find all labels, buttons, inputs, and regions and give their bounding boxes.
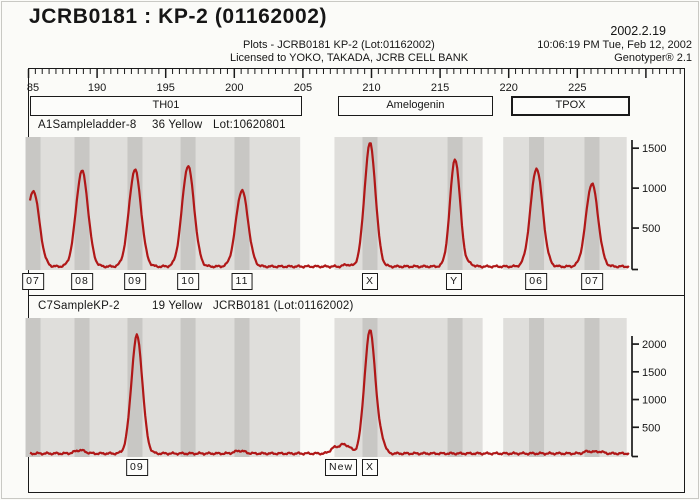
allele-bin-band — [234, 318, 250, 457]
y-axis-tick-label: 1500 — [642, 143, 666, 155]
scan-date: 2002.2.19 — [610, 24, 666, 38]
y-axis-tick-label: 1000 — [642, 395, 666, 407]
y-axis-tick-label: 2000 — [642, 339, 666, 351]
ruler-tick-label: 215 — [431, 82, 449, 94]
y-axis-tick-label: 500 — [642, 223, 660, 235]
marker-region-shading — [503, 318, 627, 457]
marker-region-shading — [29, 318, 301, 457]
marker-box-tpox: TPOX — [511, 96, 630, 116]
ruler-tick-label: 195 — [157, 82, 175, 94]
marker-region-shading — [503, 137, 627, 270]
y-axis-tick-label: 500 — [642, 422, 660, 434]
page-title: JCRB0181 : KP-2 (01162002) — [29, 5, 328, 28]
allele-label-box: 09 — [124, 273, 146, 290]
panel1-sample-name: A1Sampleladder-8 — [38, 119, 137, 131]
y-axis-tick-label: 1500 — [642, 367, 666, 379]
ruler-tick-label: 200 — [225, 82, 243, 94]
allele-bin-band — [447, 137, 463, 270]
allele-label-box: New — [325, 459, 358, 476]
print-timestamp: 10:06:19 PM Tue, Feb 12, 2002 — [537, 39, 692, 51]
allele-bin-band — [529, 318, 545, 457]
allele-label-box: 09 — [126, 459, 148, 476]
panel-separator — [28, 295, 685, 296]
allele-bin-band — [180, 318, 196, 457]
allele-label-box: 07 — [22, 273, 44, 290]
allele-bin-band — [74, 318, 90, 457]
ruler-tick-label: 190 — [88, 82, 106, 94]
allele-label-box: 07 — [581, 273, 603, 290]
ruler-tick-label: 205 — [294, 82, 312, 94]
electropherogram-trace — [28, 142, 630, 269]
ruler-tick-label: 85 — [27, 82, 39, 94]
electropherogram-trace — [29, 329, 630, 456]
allele-bin-band — [25, 137, 41, 270]
allele-bin-band — [127, 137, 143, 270]
allele-label-box: 08 — [71, 273, 93, 290]
allele-bin-band — [127, 318, 143, 457]
allele-label-box: Y — [446, 273, 463, 290]
allele-label-box: 11 — [231, 273, 253, 290]
marker-box-amelogenin: Amelogenin — [337, 96, 493, 116]
y-axis-tick-label: 1000 — [642, 183, 666, 195]
panel1-lot: Lot:10620801 — [213, 119, 286, 131]
allele-bin-band — [180, 137, 196, 270]
panel2-lot: JCRB0181 (Lot:01162002) — [213, 300, 354, 312]
allele-bin-band — [447, 318, 463, 457]
license-line: Licensed to YOKO, TAKADA, JCRB CELL BANK — [230, 52, 469, 64]
allele-bin-band — [529, 137, 545, 270]
software-version: Genotyper® 2.1 — [614, 52, 692, 64]
marker-box-th01: TH01 — [30, 96, 302, 116]
allele-bin-band — [234, 137, 250, 270]
allele-bin-band — [74, 137, 90, 270]
plots-subtitle: Plots - JCRB0181 KP-2 (Lot:01162002) — [243, 39, 435, 51]
allele-label-box: X — [361, 273, 378, 290]
allele-label-box: 06 — [525, 273, 547, 290]
allele-label-box: 10 — [177, 273, 199, 290]
panel2-dye-lane: 19 Yellow — [152, 300, 203, 312]
allele-bin-band — [584, 318, 600, 457]
allele-label-box: X — [361, 459, 378, 476]
ruler-tick-label: 225 — [568, 82, 586, 94]
allele-bin-band — [584, 137, 600, 270]
ruler-tick-label: 210 — [362, 82, 380, 94]
allele-bin-band — [25, 318, 41, 457]
panel1-dye-lane: 36 Yellow — [152, 119, 203, 131]
panel2-sample-name: C7SampleKP-2 — [38, 300, 120, 312]
ruler-tick-label: 220 — [500, 82, 518, 94]
